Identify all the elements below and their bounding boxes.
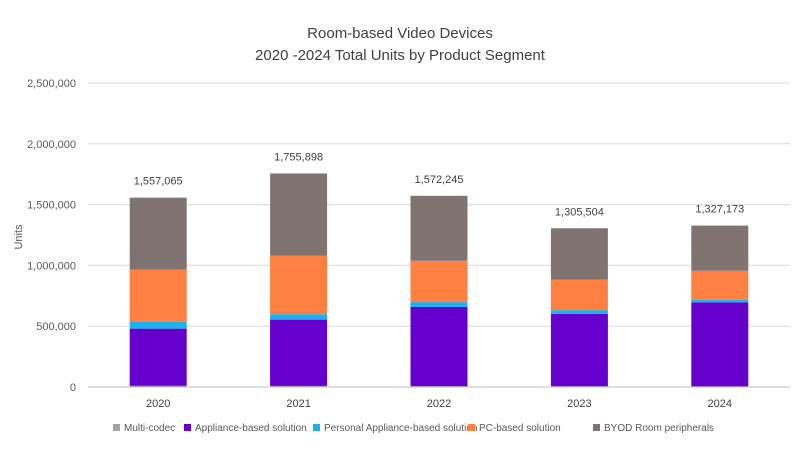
bar-segment-byod-room-peripherals (550, 228, 608, 280)
total-label: 1,572,245 (415, 174, 464, 186)
legend-swatch (113, 424, 120, 431)
x-tick-label: 2024 (708, 398, 732, 410)
x-tick-label: 2023 (567, 398, 591, 410)
bar-segment-appliance-based-solution (129, 328, 187, 386)
x-tick-label: 2021 (286, 398, 310, 410)
legend-label: BYOD Room peripherals (604, 423, 714, 434)
bar-segment-multi-codec (550, 386, 608, 387)
y-tick-label: 2,000,000 (27, 139, 76, 151)
y-tick-label: 0 (70, 382, 76, 394)
y-tick-label: 1,500,000 (27, 200, 76, 212)
total-label: 1,755,898 (274, 151, 323, 163)
bar-segment-multi-codec (691, 386, 749, 387)
bar-segment-pc-based-solution (410, 260, 468, 303)
x-axis-ticks: 2020 2021 2022 2023 2024 (146, 398, 732, 410)
legend-swatch (313, 424, 320, 431)
legend-label: PC-based solution (479, 423, 561, 434)
legend-label: Multi-codec (124, 423, 175, 434)
bar-segment-pc-based-solution (129, 269, 187, 322)
bar-segment-pc-based-solution (270, 255, 328, 315)
chart-title: Room-based Video Devices (307, 25, 493, 42)
total-label: 1,327,173 (695, 204, 744, 216)
y-axis-title: Units (13, 224, 25, 250)
y-tick-label: 2,500,000 (27, 78, 76, 90)
bar-segment-appliance-based-solution (550, 313, 608, 387)
bar-segment-personal-appliance-based-solution (410, 302, 468, 307)
total-labels: 1,557,065 1,755,898 1,572,245 1,305,504 1,32… (134, 151, 745, 218)
chart-subtitle: 2020 -2024 Total Units by Product Segmen… (255, 47, 546, 64)
bar-segment-byod-room-peripherals (129, 197, 187, 270)
bar-segment-appliance-based-solution (410, 306, 468, 387)
bar-segment-personal-appliance-based-solution (691, 299, 749, 303)
bar-segment-multi-codec (270, 385, 328, 387)
bar-segment-byod-room-peripherals (691, 225, 749, 271)
x-tick-label: 2022 (427, 398, 451, 410)
y-axis-ticks: 0 500,000 1,000,000 1,500,000 2,000,000 2,500… (27, 78, 76, 394)
x-tick-label: 2020 (146, 398, 170, 410)
bar-segment-multi-codec (129, 385, 187, 387)
legend-swatch (593, 424, 600, 431)
y-tick-label: 1,000,000 (27, 260, 76, 272)
bar-segment-byod-room-peripherals (410, 195, 468, 261)
total-label: 1,557,065 (134, 176, 183, 188)
bar-segment-pc-based-solution (550, 279, 608, 311)
bar-segment-appliance-based-solution (270, 319, 328, 386)
bar-segment-appliance-based-solution (691, 302, 749, 387)
bar-segment-personal-appliance-based-solution (550, 310, 608, 314)
bars (129, 173, 749, 387)
bar-segment-personal-appliance-based-solution (129, 321, 187, 329)
bar-segment-byod-room-peripherals (270, 173, 328, 256)
total-label: 1,305,504 (555, 206, 604, 218)
legend-swatch (184, 424, 191, 431)
bar-segment-multi-codec (410, 386, 468, 387)
bar-segment-personal-appliance-based-solution (270, 314, 328, 320)
legend-label: Personal Appliance-based solution (324, 423, 477, 434)
legend: Multi-codec Appliance-based solution Perso… (113, 423, 714, 434)
y-tick-label: 500,000 (36, 321, 76, 333)
legend-swatch (468, 424, 475, 431)
bar-segment-pc-based-solution (691, 270, 749, 300)
legend-label: Appliance-based solution (195, 423, 307, 434)
